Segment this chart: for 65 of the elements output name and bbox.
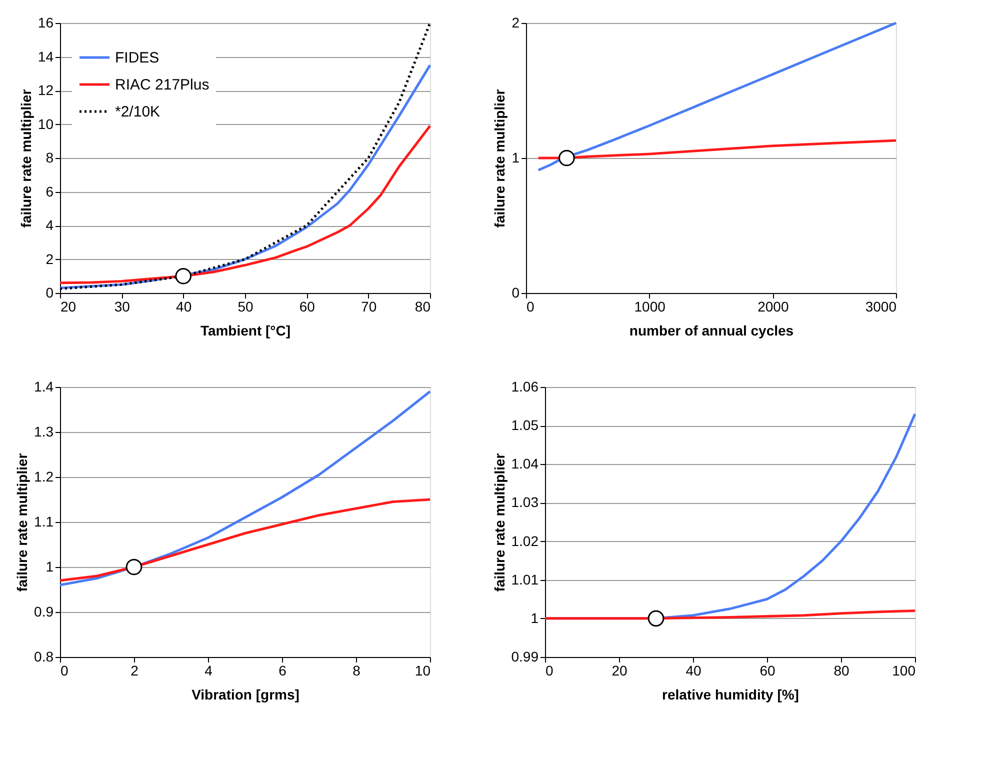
x-tick-label: 100 xyxy=(892,662,916,678)
y-tick-label: 0.8 xyxy=(34,648,54,664)
x-tick-label: 3000 xyxy=(865,298,897,314)
legend-label: *2/10K xyxy=(115,104,160,120)
x-tick-label: 6 xyxy=(278,662,287,678)
x-tick-label: 50 xyxy=(238,298,254,314)
y-tick-label: 1.3 xyxy=(34,424,54,440)
y-tick-label: 1 xyxy=(530,610,539,626)
y-tick-label: 16 xyxy=(38,14,54,30)
y-tick-label: 1 xyxy=(46,558,54,574)
x-tick-label: 40 xyxy=(176,298,192,314)
x-tick-label: 80 xyxy=(834,662,850,678)
x-tick-label: 40 xyxy=(686,662,702,678)
y-tick-label: 1 xyxy=(512,150,520,166)
x-tick-label: 20 xyxy=(60,298,76,314)
legend-label: FIDES xyxy=(115,50,160,66)
x-tick-label: 4 xyxy=(204,662,213,678)
y-axis-title: failure rate multiplier xyxy=(18,88,34,228)
y-tick-label: 1.06 xyxy=(511,378,539,394)
y-tick-label: 1.03 xyxy=(511,494,539,510)
y-axis-title: failure rate multiplier xyxy=(491,452,508,592)
x-tick-label: 0 xyxy=(546,662,554,678)
y-tick-label: 14 xyxy=(38,48,54,64)
line-series xyxy=(58,124,432,284)
line-series xyxy=(58,22,432,290)
y-tick-label: 6 xyxy=(46,183,54,200)
x-tick-label: 2000 xyxy=(758,298,789,314)
x-tick-label: 2 xyxy=(130,662,139,678)
x-tick-label: 30 xyxy=(114,298,130,314)
y-tick-label: 1.1 xyxy=(34,514,54,530)
x-axis-title: Tambient [°C] xyxy=(200,322,291,338)
line-series xyxy=(58,498,432,582)
y-tick-label: 1.2 xyxy=(34,468,54,484)
y-tick-label: 2 xyxy=(46,250,54,267)
y-tick-label: 0.99 xyxy=(511,648,539,664)
x-tick-label: 10 xyxy=(414,662,431,678)
x-tick-label: 8 xyxy=(352,662,361,678)
x-tick-label: 70 xyxy=(361,298,377,314)
y-tick-label: 1.05 xyxy=(511,417,539,434)
x-tick-label: 60 xyxy=(299,298,316,314)
y-tick-label: 12 xyxy=(38,82,54,98)
y-axis-title: failure rate multiplier xyxy=(14,452,30,592)
x-axis-title: relative humidity [%] xyxy=(662,686,799,702)
line-series xyxy=(537,22,898,172)
y-tick-label: 0.9 xyxy=(34,604,54,620)
y-tick-label: 1.02 xyxy=(511,532,539,549)
y-tick-label: 8 xyxy=(46,150,54,166)
line-series xyxy=(58,390,432,586)
x-tick-label: 60 xyxy=(760,662,776,678)
y-tick-label: 4 xyxy=(46,217,54,233)
legend-label: RIAC 217Plus xyxy=(115,76,210,94)
x-axis-title: Vibration [grms] xyxy=(192,686,300,702)
y-tick-label: 0 xyxy=(46,284,54,300)
x-tick-label: 1000 xyxy=(634,298,666,314)
x-tick-label: 80 xyxy=(414,298,431,314)
y-tick-label: 2 xyxy=(512,14,520,30)
x-axis-title: number of annual cycles xyxy=(629,322,794,338)
y-axis-title: failure rate multiplier xyxy=(492,88,508,228)
y-tick-label: 10 xyxy=(38,116,54,132)
x-tick-label: 20 xyxy=(612,662,628,678)
x-tick-label: 0 xyxy=(60,662,68,678)
y-tick-label: 1.01 xyxy=(511,571,539,588)
y-tick-label: 0 xyxy=(512,284,520,300)
y-tick-label: 1.4 xyxy=(34,378,54,394)
y-tick-label: 1.04 xyxy=(511,456,539,472)
